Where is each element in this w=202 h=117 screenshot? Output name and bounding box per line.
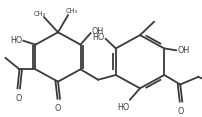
Text: HO: HO: [117, 102, 129, 112]
Text: CH₃: CH₃: [66, 8, 78, 14]
Text: HO: HO: [93, 33, 105, 42]
Text: OH: OH: [92, 27, 104, 36]
Text: O: O: [55, 104, 61, 113]
Text: HO: HO: [10, 36, 22, 45]
Text: O: O: [177, 107, 183, 116]
Text: CH₃: CH₃: [34, 11, 46, 17]
Text: O: O: [15, 94, 22, 103]
Text: OH: OH: [177, 46, 189, 55]
